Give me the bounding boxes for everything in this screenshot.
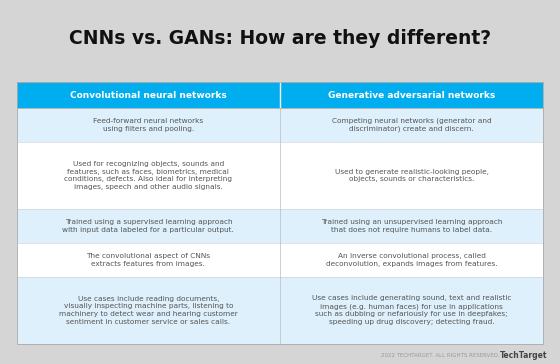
Text: TechTarget: TechTarget	[500, 352, 547, 360]
Text: CNNs vs. GANs: How are they different?: CNNs vs. GANs: How are they different?	[69, 29, 491, 48]
Text: Use cases include reading documents,
visually inspecting machine parts, listenin: Use cases include reading documents, vis…	[59, 296, 238, 325]
Bar	[280, 82, 543, 108]
Bar	[17, 82, 543, 344]
Bar	[17, 209, 280, 243]
Bar	[17, 82, 280, 108]
Text: Used for recognizing objects, sounds and
features, such as faces, biometrics, me: Used for recognizing objects, sounds and…	[64, 161, 232, 190]
Text: Convolutional neural networks: Convolutional neural networks	[70, 91, 227, 99]
Text: The convolutional aspect of CNNs
extracts features from images.: The convolutional aspect of CNNs extract…	[86, 253, 211, 266]
Bar	[280, 209, 543, 243]
Text: Feed-forward neural networks
using filters and pooling.: Feed-forward neural networks using filte…	[94, 118, 203, 132]
Bar	[17, 243, 280, 277]
Text: 2022 TECHTARGET. ALL RIGHTS RESERVED.: 2022 TECHTARGET. ALL RIGHTS RESERVED.	[381, 353, 500, 359]
Bar	[17, 277, 280, 344]
Text: An inverse convolutional process, called
deconvolution, expands images from feat: An inverse convolutional process, called…	[326, 253, 497, 266]
Bar	[280, 243, 543, 277]
Text: Trained using an unsupervised learning approach
that does not require humans to : Trained using an unsupervised learning a…	[321, 219, 502, 233]
Text: Generative adversarial networks: Generative adversarial networks	[328, 91, 495, 99]
Bar	[17, 142, 280, 209]
Bar	[17, 108, 280, 142]
Bar	[280, 277, 543, 344]
Text: Used to generate realistic-looking people,
objects, sounds or characteristics.: Used to generate realistic-looking peopl…	[335, 169, 488, 182]
Text: Competing neural networks (generator and
discriminator) create and discern.: Competing neural networks (generator and…	[332, 118, 492, 132]
Text: Use cases include generating sound, text and realistic
images (e.g. human faces): Use cases include generating sound, text…	[312, 296, 511, 325]
Bar	[280, 142, 543, 209]
Bar	[280, 108, 543, 142]
Text: Trained using a supervised learning approach
with input data labeled for a parti: Trained using a supervised learning appr…	[63, 219, 234, 233]
Bar	[17, 82, 543, 344]
